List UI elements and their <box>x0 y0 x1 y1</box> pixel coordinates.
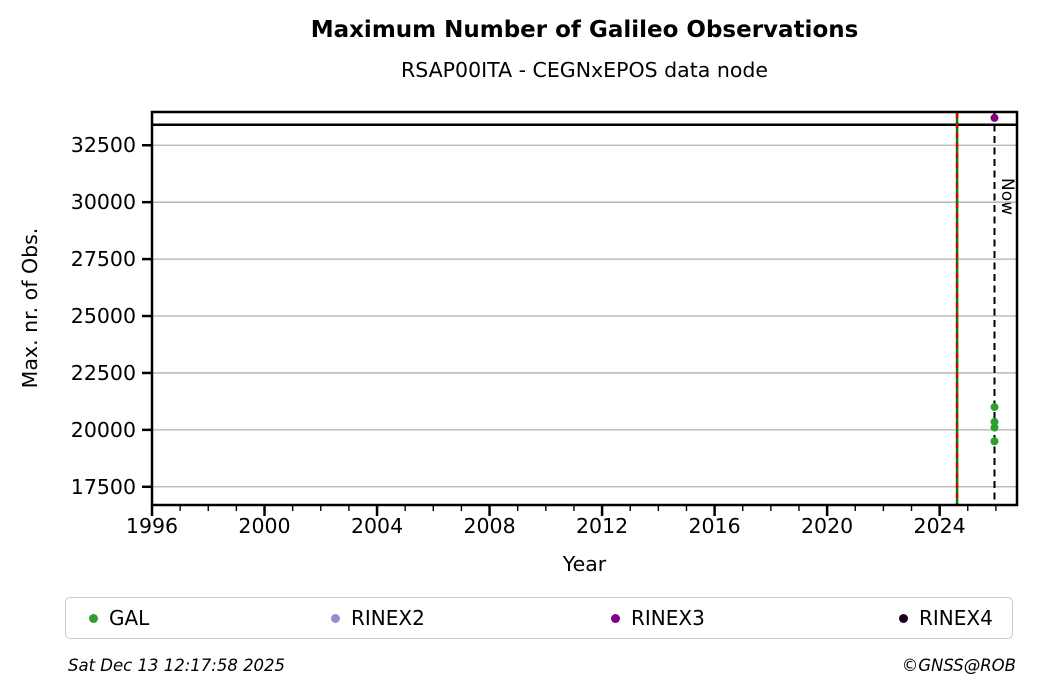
legend-item-rinex2: RINEX2 <box>331 598 425 638</box>
legend-marker-rinex2-icon <box>331 613 340 623</box>
plot-border <box>150 110 1019 507</box>
chart-title: Maximum Number of Galileo Observations <box>310 17 859 43</box>
x-tick-label: 2000 <box>238 514 291 538</box>
legend-marker-gal-icon <box>89 613 98 623</box>
legend-item-gal: GAL <box>89 598 149 638</box>
x-tick-label: 2008 <box>463 514 516 538</box>
y-tick-label: 30000 <box>70 190 136 215</box>
data-point-gal <box>990 417 999 426</box>
data-point-gal <box>990 437 999 446</box>
legend-label: RINEX2 <box>351 606 425 630</box>
x-tick-label: 2004 <box>350 514 404 538</box>
x-tick-label: 2020 <box>801 514 854 538</box>
legend-label: RINEX4 <box>919 606 993 630</box>
plot-area <box>142 110 1019 516</box>
x-tick-label: 2016 <box>688 514 741 538</box>
legend: GAL RINEX2 RINEX3 RINEX4 <box>65 597 1013 639</box>
legend-label: GAL <box>109 606 150 630</box>
y-tick-label: 17500 <box>70 474 136 499</box>
x-tick-label: 2024 <box>913 514 966 538</box>
legend-marker-rinex3-icon <box>611 613 620 623</box>
legend-label: RINEX3 <box>631 606 705 630</box>
x-tick-label: 1996 <box>125 514 179 538</box>
x-tick-label: 2012 <box>575 514 629 538</box>
y-tick-label: 32500 <box>70 133 136 158</box>
data-point-gal <box>990 423 999 432</box>
x-axis-label: Year <box>562 552 607 576</box>
y-tick-label: 27500 <box>70 247 136 272</box>
data-point-gal <box>990 403 999 412</box>
y-tick-label: 25000 <box>70 304 136 328</box>
y-tick-label: 22500 <box>70 360 136 385</box>
footer-timestamp: Sat Dec 13 12:17:58 2025 <box>68 656 286 675</box>
chart-subtitle: RSAP00ITA - CEGNxEPOS data node <box>401 58 768 82</box>
footer-credit: ©GNSS@ROB <box>901 656 1016 675</box>
y-tick-label: 20000 <box>70 417 136 442</box>
legend-marker-rinex4-icon <box>899 613 908 623</box>
legend-item-rinex4: RINEX4 <box>899 598 993 638</box>
data-point-rinex3 <box>990 113 999 122</box>
legend-item-rinex3: RINEX3 <box>611 598 705 638</box>
